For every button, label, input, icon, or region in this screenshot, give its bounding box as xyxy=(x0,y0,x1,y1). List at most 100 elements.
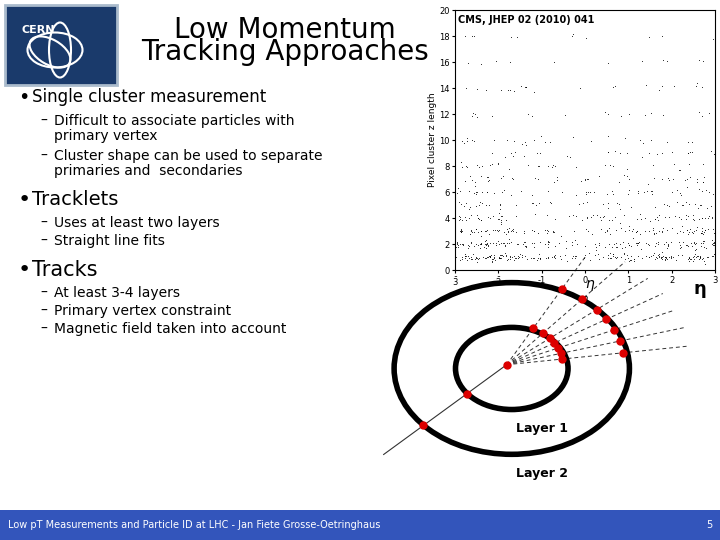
Point xyxy=(461,216,472,225)
Point xyxy=(567,30,579,39)
Point xyxy=(516,252,528,261)
Point xyxy=(541,240,553,248)
Text: primary vertex: primary vertex xyxy=(54,129,158,143)
Point xyxy=(698,237,710,245)
Point xyxy=(710,252,720,261)
Point xyxy=(657,174,668,183)
Point xyxy=(484,252,495,260)
Point xyxy=(475,216,487,225)
Point xyxy=(484,252,495,261)
Point xyxy=(652,240,664,248)
Point xyxy=(487,254,499,263)
Text: $\eta$: $\eta$ xyxy=(585,278,595,293)
Point xyxy=(513,253,525,261)
Point xyxy=(706,214,718,223)
Point xyxy=(693,185,705,194)
Point xyxy=(615,112,626,120)
Point xyxy=(534,255,546,264)
Point xyxy=(708,150,719,158)
Point xyxy=(466,112,477,120)
Point xyxy=(568,226,580,235)
Point xyxy=(594,213,606,221)
Point xyxy=(610,225,621,234)
Point xyxy=(465,255,477,264)
Point xyxy=(456,228,467,237)
Point xyxy=(520,242,531,251)
Point xyxy=(607,83,618,91)
Text: Uses at least two layers: Uses at least two layers xyxy=(54,216,220,230)
Point xyxy=(473,254,485,263)
Point xyxy=(681,240,693,249)
Text: Single cluster measurement: Single cluster measurement xyxy=(32,88,266,106)
Point xyxy=(498,239,509,248)
Point xyxy=(602,253,613,262)
Point xyxy=(480,85,491,94)
Point xyxy=(472,240,484,249)
Point xyxy=(451,240,463,248)
Point xyxy=(456,227,467,236)
Point xyxy=(570,191,582,200)
Point xyxy=(698,228,710,237)
Point xyxy=(451,243,462,252)
Point xyxy=(464,187,475,195)
Point xyxy=(503,224,515,233)
Point xyxy=(482,213,494,221)
Point xyxy=(500,215,512,224)
Point xyxy=(476,59,487,68)
Point xyxy=(519,241,531,250)
Point xyxy=(506,174,518,183)
Point xyxy=(546,163,558,171)
Point xyxy=(601,225,613,234)
Point xyxy=(480,200,491,209)
Point xyxy=(480,239,492,248)
Point xyxy=(528,227,539,235)
Point xyxy=(671,186,683,194)
Point xyxy=(651,254,662,262)
Point xyxy=(681,226,693,234)
Point xyxy=(687,211,698,219)
Point xyxy=(495,238,507,247)
Point xyxy=(698,173,710,181)
Point xyxy=(470,190,482,199)
Point xyxy=(449,187,461,196)
Point xyxy=(506,226,518,235)
Point xyxy=(708,252,719,261)
Point xyxy=(459,250,471,259)
Point xyxy=(630,227,642,236)
Text: At least 3-4 layers: At least 3-4 layers xyxy=(54,286,180,300)
Point xyxy=(503,255,514,264)
Point xyxy=(463,204,474,213)
Point xyxy=(560,243,572,252)
Point xyxy=(660,254,671,263)
Point xyxy=(662,173,674,182)
Point xyxy=(518,228,529,237)
Point xyxy=(480,237,491,246)
Point xyxy=(456,227,467,236)
Point xyxy=(626,202,637,211)
Point xyxy=(505,148,516,157)
Point xyxy=(483,252,495,261)
Point xyxy=(667,253,679,261)
Point xyxy=(449,198,460,206)
Point xyxy=(584,255,595,264)
Point xyxy=(693,108,705,117)
Text: –: – xyxy=(40,114,47,128)
Point xyxy=(657,227,668,236)
Point xyxy=(495,174,506,183)
Point xyxy=(545,198,557,207)
Text: –: – xyxy=(40,286,47,300)
Point xyxy=(681,183,693,191)
Point xyxy=(567,254,578,262)
Point xyxy=(562,256,573,265)
Point xyxy=(624,256,635,265)
Point xyxy=(470,188,482,197)
Point xyxy=(579,176,590,184)
Text: –: – xyxy=(40,304,47,318)
Point xyxy=(500,240,511,249)
Point xyxy=(665,253,677,261)
Point xyxy=(611,253,622,262)
Point xyxy=(456,225,467,234)
Point xyxy=(647,226,659,234)
Point xyxy=(570,212,581,220)
Point xyxy=(677,221,688,230)
